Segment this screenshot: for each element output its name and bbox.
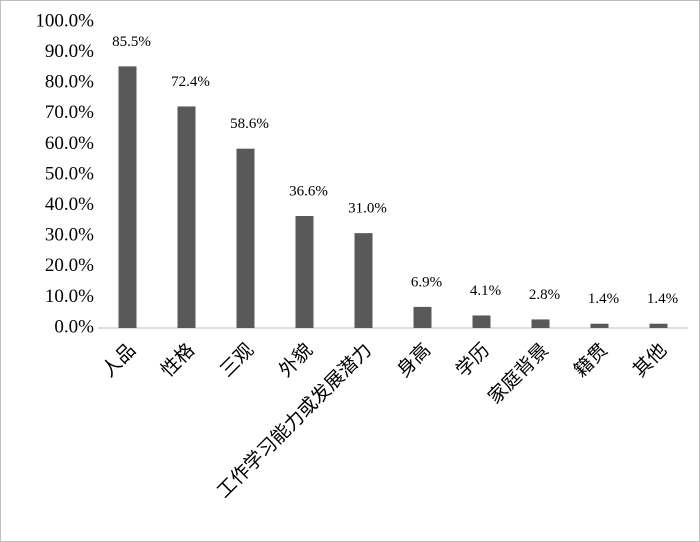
bar — [590, 323, 609, 328]
bar — [236, 148, 255, 328]
y-tick-label: 90.0% — [45, 41, 94, 62]
y-tick-label: 40.0% — [45, 194, 94, 215]
value-label: 2.8% — [529, 287, 560, 303]
y-tick-label: 100.0% — [35, 10, 94, 31]
value-label: 58.6% — [230, 116, 269, 132]
bar — [177, 106, 196, 329]
bar — [354, 233, 373, 328]
y-tick-label: 0.0% — [54, 316, 94, 337]
value-label: 31.0% — [348, 201, 387, 217]
value-label: 1.4% — [647, 291, 678, 307]
bar — [472, 315, 491, 328]
bar — [413, 306, 432, 328]
bar — [531, 319, 550, 328]
value-label: 36.6% — [289, 183, 328, 199]
y-tick-label: 70.0% — [45, 102, 94, 123]
value-label: 72.4% — [171, 74, 210, 90]
y-tick-label: 20.0% — [45, 255, 94, 276]
value-label: 4.1% — [470, 283, 501, 299]
bar — [649, 323, 668, 328]
y-tick-label: 50.0% — [45, 163, 94, 184]
bar — [295, 216, 314, 328]
value-label: 6.9% — [411, 274, 442, 290]
value-label: 85.5% — [112, 34, 151, 50]
y-tick-label: 80.0% — [45, 72, 94, 93]
y-tick-label: 30.0% — [45, 225, 94, 246]
value-label: 1.4% — [588, 291, 619, 307]
bar — [118, 66, 137, 329]
y-tick-label: 10.0% — [45, 286, 94, 307]
y-tick-label: 60.0% — [45, 133, 94, 154]
